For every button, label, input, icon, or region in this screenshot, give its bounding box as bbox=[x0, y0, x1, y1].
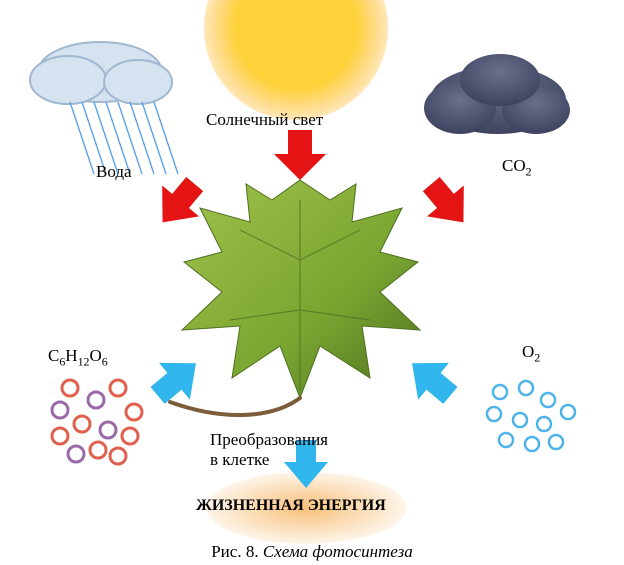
label-cell-line2: в клетке bbox=[210, 450, 269, 470]
rain-cloud-icon bbox=[30, 42, 178, 174]
label-cell-line1: Преобразования bbox=[210, 430, 328, 450]
glucose-molecules bbox=[52, 380, 142, 464]
caption-number: Рис. 8. bbox=[211, 542, 263, 561]
photosynthesis-diagram bbox=[0, 0, 624, 565]
label-co2: CO2 bbox=[502, 156, 532, 179]
caption-title: Схема фотосинтеза bbox=[263, 542, 413, 561]
leaf-icon bbox=[170, 180, 420, 415]
label-o2: O2 bbox=[522, 342, 540, 365]
figure-caption: Рис. 8. Схема фотосинтеза bbox=[0, 542, 624, 562]
label-glucose: C6H12O6 bbox=[48, 346, 108, 369]
sun-icon bbox=[204, 0, 388, 120]
label-sunlight: Солнечный свет bbox=[206, 110, 323, 130]
label-water: Вода bbox=[96, 162, 132, 182]
o2-molecules bbox=[487, 381, 575, 451]
label-energy: ЖИЗНЕННАЯ ЭНЕРГИЯ bbox=[196, 497, 386, 515]
co2-cloud-icon bbox=[424, 54, 570, 134]
